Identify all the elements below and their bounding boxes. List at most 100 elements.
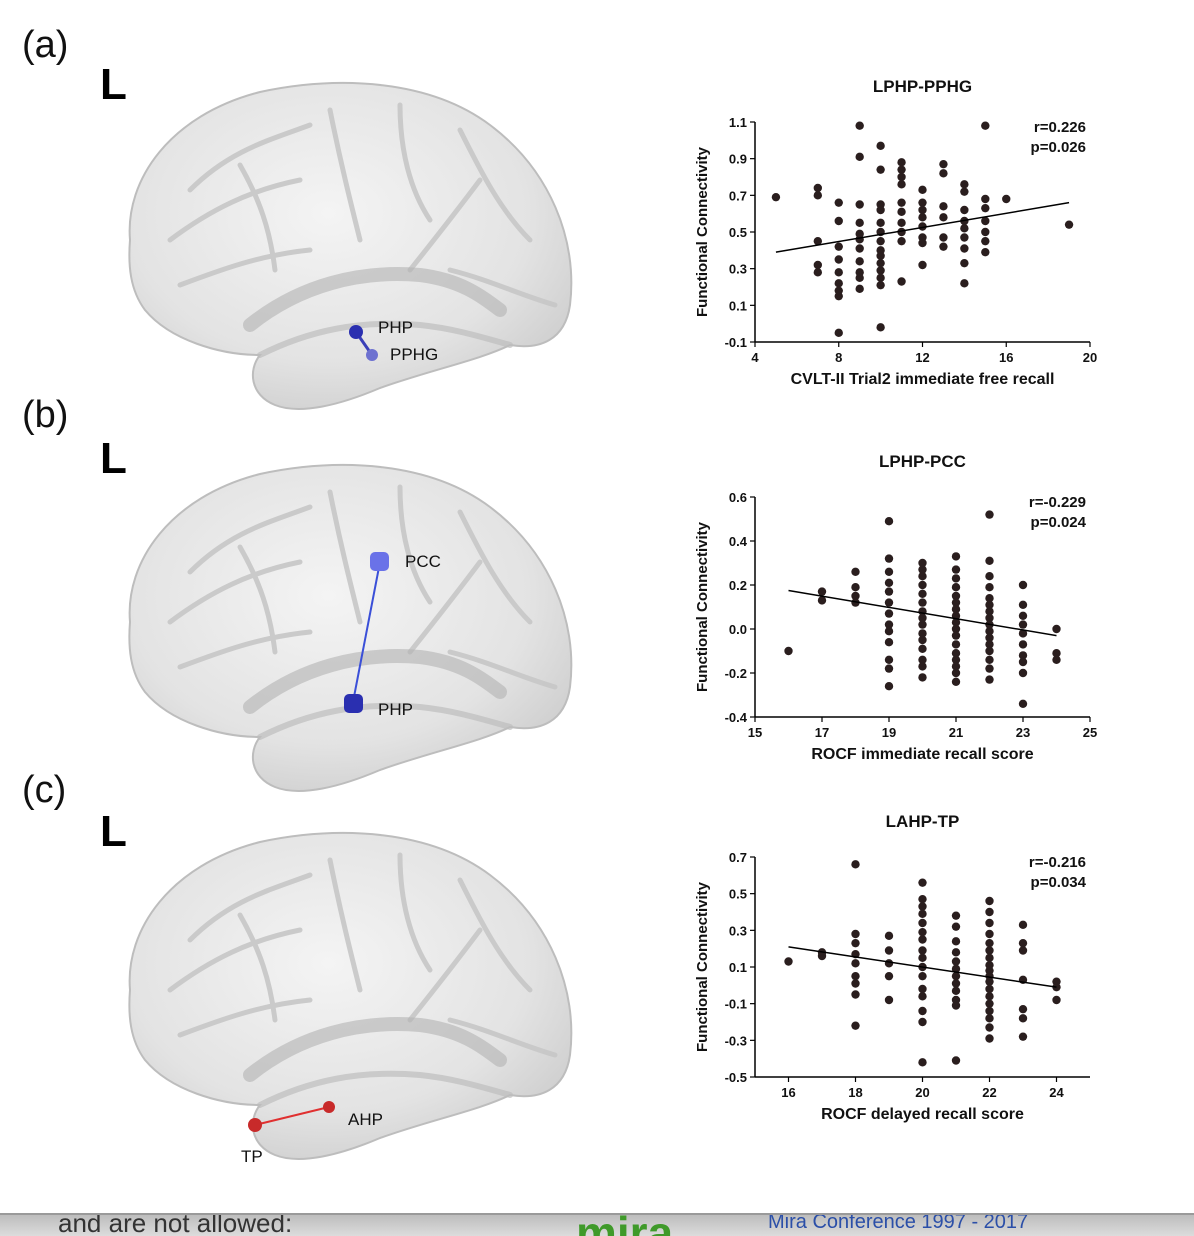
data-point <box>884 609 894 618</box>
scatter-plot-lphp-pphg: LPHP-PPHG -0.1 0.1 0.3 0.5 0.7 0.9 1.1 4 8 12 16 20 C… <box>694 77 1097 388</box>
chart-title: LAHP-TP <box>886 812 960 831</box>
data-point <box>981 236 990 246</box>
y-axis-label: Functional Connectivity <box>694 881 711 1052</box>
data-point <box>851 929 860 939</box>
data-point <box>918 572 927 581</box>
data-point <box>855 273 864 283</box>
stat-annotation: p=0.034 <box>1031 874 1087 891</box>
x-axis-label: ROCF immediate recall score <box>811 746 1033 763</box>
data-point <box>855 121 864 130</box>
brain-node-pphg <box>366 349 378 361</box>
connection-edge <box>254 1106 330 1126</box>
data-point <box>784 957 793 966</box>
data-point <box>918 909 927 919</box>
data-point <box>1018 611 1028 620</box>
y-axis-label: Functional Connectivity <box>694 146 711 317</box>
panel-c: (c) L AHP TP LAHP-TP -0.5 -0.3 -0.1 0.1 0.3 0.… <box>0 769 1194 1175</box>
data-point <box>918 894 927 904</box>
data-point <box>951 631 961 640</box>
x-tick-label: 24 <box>1049 1085 1064 1100</box>
data-point <box>985 607 994 616</box>
regression-line <box>788 589 1057 637</box>
x-tick-label: 8 <box>835 350 842 365</box>
data-point <box>985 1006 994 1016</box>
data-point <box>951 1056 961 1065</box>
data-point <box>897 236 906 246</box>
data-point <box>951 964 961 974</box>
data-point <box>851 1021 860 1030</box>
data-point <box>884 620 894 629</box>
data-point <box>813 260 823 270</box>
data-point <box>960 258 969 268</box>
data-point <box>884 598 894 607</box>
scatter-plot-lahp-tp: LAHP-TP -0.5 -0.3 -0.1 0.1 0.3 0.5 0.7 16 18 20 22 2… <box>694 812 1090 1123</box>
data-point <box>918 953 927 963</box>
data-point <box>1018 657 1028 667</box>
x-tick-label: 12 <box>915 350 929 365</box>
y-tick-label: 0.1 <box>729 298 747 313</box>
data-point <box>884 959 894 968</box>
data-point <box>985 999 994 1008</box>
data-point <box>951 986 961 996</box>
data-point <box>985 572 994 581</box>
data-point <box>918 1017 927 1027</box>
data-point <box>851 598 860 607</box>
node-label: AHP <box>348 1110 383 1129</box>
data-point <box>951 583 961 592</box>
data-point <box>951 618 961 627</box>
y-axis-label: Functional Connectivity <box>694 521 711 692</box>
logo-text: mira <box>576 1215 674 1236</box>
y-tick-label: 0.6 <box>729 490 747 505</box>
data-point <box>851 567 860 576</box>
data-point <box>960 187 969 196</box>
data-point <box>951 948 961 957</box>
data-point <box>960 180 969 189</box>
data-point <box>918 222 927 231</box>
data-point <box>851 990 860 999</box>
data-point <box>981 203 990 213</box>
data-point <box>985 946 994 955</box>
y-tick-label: 1.1 <box>729 115 747 130</box>
data-point <box>876 141 885 151</box>
mira-logo-icon: mira <box>576 1215 674 1236</box>
data-point <box>981 227 990 237</box>
data-point <box>951 574 961 583</box>
stat-annotation: p=0.024 <box>1031 514 1087 531</box>
y-tick-label: 0.5 <box>729 887 747 902</box>
x-tick-label: 18 <box>848 1085 862 1100</box>
data-point <box>985 640 994 649</box>
data-point <box>951 937 961 946</box>
data-point <box>951 598 961 607</box>
data-point <box>884 638 894 647</box>
node-label: PHP <box>378 700 413 719</box>
data-point <box>981 216 990 226</box>
data-point <box>834 198 843 207</box>
y-tick-label: 0.4 <box>729 534 748 549</box>
data-point <box>876 323 885 332</box>
brain-node-php <box>349 325 363 339</box>
panel-a: (a) L PHP PPHG LPHP-PPHG -0.1 0.1 0.3 0.5 0.7… <box>0 0 1194 390</box>
data-point <box>951 565 961 574</box>
data-point <box>951 668 961 678</box>
data-point <box>951 677 961 686</box>
data-point <box>951 649 961 658</box>
data-point <box>1018 699 1028 708</box>
data-point <box>855 244 864 253</box>
data-point <box>918 946 927 955</box>
data-point <box>855 257 864 266</box>
data-point <box>876 205 885 215</box>
data-point <box>918 927 927 937</box>
data-point <box>851 938 860 948</box>
data-point <box>918 589 927 598</box>
data-point <box>851 979 860 988</box>
data-point <box>985 953 994 963</box>
node-label: PPHG <box>390 345 438 364</box>
data-point <box>981 194 990 204</box>
y-tick-label: 0.2 <box>729 578 747 593</box>
data-point <box>1052 982 1061 992</box>
y-tick-label: 0.0 <box>729 622 747 637</box>
x-tick-label: 16 <box>999 350 1013 365</box>
data-point <box>813 268 823 277</box>
data-point <box>985 977 994 986</box>
data-point <box>897 172 906 182</box>
